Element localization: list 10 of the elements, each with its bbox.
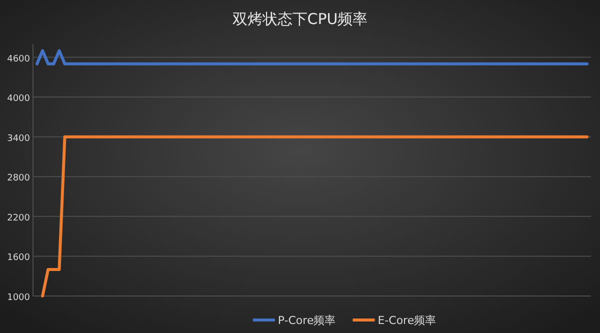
y-tick-label: 1600 bbox=[7, 253, 30, 264]
chart-title: 双烤状态下CPU频率 bbox=[232, 10, 368, 28]
y-tick-label: 4000 bbox=[7, 94, 30, 104]
y-tick-label: 2200 bbox=[7, 213, 30, 224]
legend-label: P-Core频率 bbox=[278, 314, 336, 327]
legend-label: E-Core频率 bbox=[378, 314, 436, 327]
y-tick-label: 1000 bbox=[7, 293, 30, 303]
y-tick-label: 3400 bbox=[7, 134, 30, 144]
y-tick-label: 2800 bbox=[7, 174, 30, 184]
y-tick-label: 4600 bbox=[7, 54, 30, 64]
